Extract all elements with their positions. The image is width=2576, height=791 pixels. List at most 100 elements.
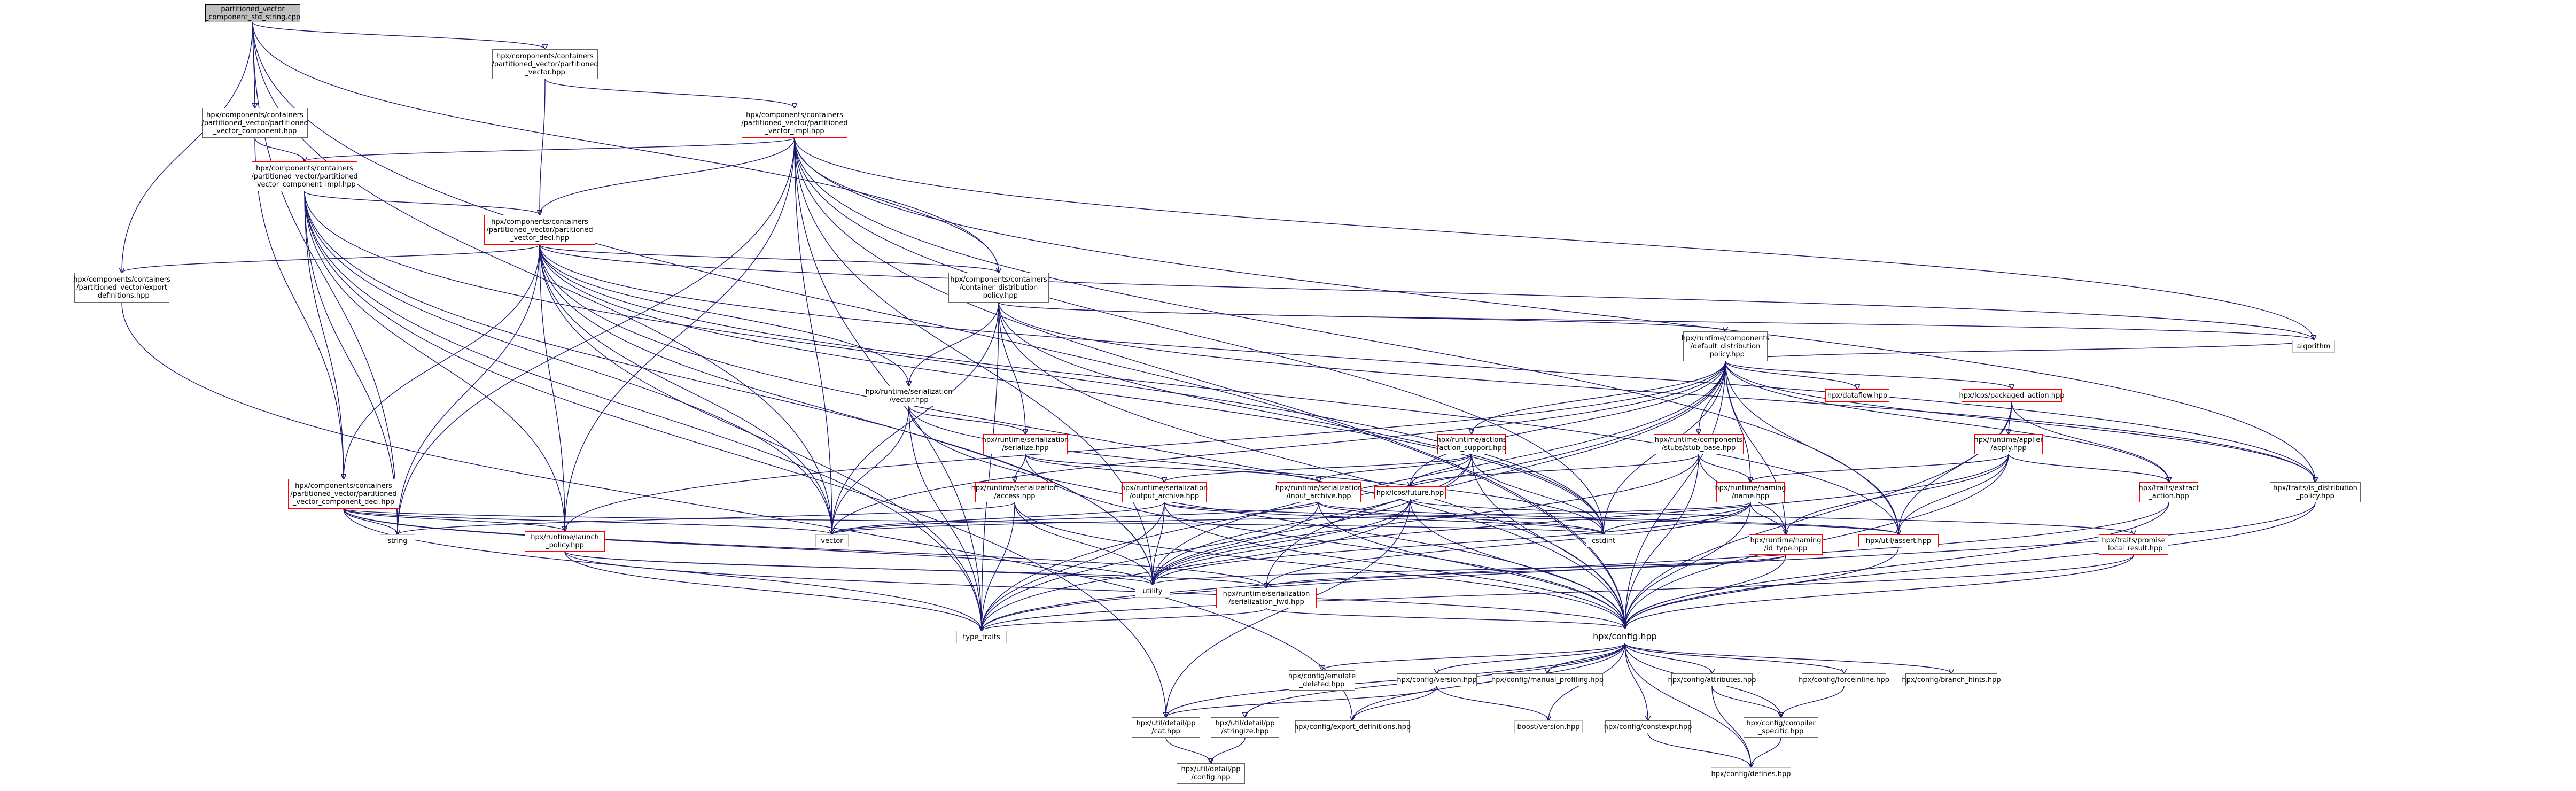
include-edge: [252, 22, 545, 49]
node-packaged-action-hpp[interactable]: hpx/lcos/packaged_action.hpp: [1959, 389, 2064, 402]
node-pp-stringize-hpp[interactable]: hpx/util/detail/pp /stringize.hpp: [1211, 717, 1279, 738]
include-edge: [539, 244, 982, 631]
node-attributes-hpp[interactable]: hpx/config/attributes.hpp: [1668, 673, 1756, 686]
node-type-traits[interactable]: type_traits: [956, 631, 1007, 643]
node-serialization-vector-hpp[interactable]: hpx/runtime/serialization /vector.hpp: [866, 386, 952, 406]
node-applier-apply-hpp[interactable]: hpx/runtime/applier /apply.hpp: [1974, 434, 2043, 454]
include-edge: [254, 137, 344, 479]
node-naming-id-type-hpp[interactable]: hpx/runtime/naming /id_type.hpp: [1749, 534, 1823, 555]
node-pp-config-hpp[interactable]: hpx/util/detail/pp /config.hpp: [1177, 763, 1245, 784]
include-edge: [982, 502, 2316, 631]
node-manual-profiling-hpp[interactable]: hpx/config/manual_profiling.hpp: [1491, 673, 1604, 686]
node-cstdint[interactable]: cstdint: [1586, 534, 1621, 547]
include-edge: [2008, 454, 2169, 482]
node-is-distribution-policy-hpp[interactable]: hpx/traits/is_distribution _policy.hpp: [2270, 482, 2361, 502]
node-partitioned-vector-component-impl-hpp[interactable]: hpx/components/containers /partitioned_v…: [251, 161, 358, 191]
include-edge: [908, 406, 1604, 534]
node-partitioned-vector-hpp[interactable]: hpx/components/containers /partitioned_v…: [492, 49, 598, 79]
include-edge: [304, 191, 398, 534]
node-compiler-specific-hpp[interactable]: hpx/config/compiler _specific.hpp: [1744, 717, 1818, 738]
node-serialization-access-hpp[interactable]: hpx/runtime/serialization /access.hpp: [971, 482, 1058, 502]
include-edge: [1471, 454, 1604, 534]
include-edge: [909, 302, 999, 386]
include-edge: [1164, 502, 1898, 534]
node-partitioned-vector-decl-hpp[interactable]: hpx/components/containers /partitioned_v…: [484, 215, 595, 245]
node-lcos-future-hpp[interactable]: hpx/lcos/future.hpp: [1374, 486, 1446, 499]
include-edge: [1604, 502, 1751, 534]
node-stub-base-hpp[interactable]: hpx/runtime/components /stubs/stub_base.…: [1654, 434, 1744, 454]
include-edge: [544, 79, 795, 108]
include-edge: [564, 551, 1625, 629]
node-constexpr-hpp[interactable]: hpx/config/constexpr.hpp: [1604, 720, 1692, 733]
include-edge: [1437, 643, 1625, 673]
include-edge: [539, 244, 1625, 629]
include-edge: [1164, 454, 1472, 482]
node-boost-version-hpp[interactable]: boost/version.hpp: [1514, 720, 1583, 733]
include-edge: [1624, 643, 1648, 720]
include-edge: [539, 244, 832, 534]
node-config-version-hpp[interactable]: hpx/config/version.hpp: [1397, 673, 1477, 686]
node-naming-name-hpp[interactable]: hpx/runtime/naming /name.hpp: [1715, 482, 1786, 502]
node-partitioned-vector-component-decl-hpp[interactable]: hpx/components/containers /partitioned_v…: [288, 479, 399, 509]
include-edge: [832, 361, 1726, 534]
node-input-archive-hpp[interactable]: hpx/runtime/serialization /input_archive…: [1275, 482, 1362, 502]
include-edge: [304, 191, 982, 631]
include-edge: [1153, 454, 1699, 585]
include-edge: [252, 22, 398, 534]
node-dataflow-hpp[interactable]: hpx/dataflow.hpp: [1825, 389, 1889, 402]
include-edge: [1352, 643, 1625, 720]
node-pp-cat-hpp[interactable]: hpx/util/detail/pp /cat.hpp: [1132, 717, 1200, 738]
include-edge: [304, 191, 540, 215]
include-edge: [832, 502, 1165, 534]
include-edge: [982, 608, 1267, 631]
include-edge: [343, 508, 1266, 588]
node-util-assert-hpp[interactable]: hpx/util/assert.hpp: [1858, 534, 1939, 547]
node-partitioned-vector-component-hpp[interactable]: hpx/components/containers /partitioned_v…: [201, 108, 308, 138]
include-edge: [1725, 361, 1786, 534]
node-extract-action-hpp[interactable]: hpx/traits/extract _action.hpp: [2139, 482, 2199, 502]
include-edge: [565, 137, 795, 531]
include-edge: [1153, 502, 1751, 585]
node-default-distribution-policy-hpp[interactable]: hpx/runtime/components /default_distribu…: [1682, 331, 1769, 361]
include-edge: [1725, 361, 2169, 482]
include-edge: [1624, 643, 1951, 673]
include-edge: [539, 244, 2314, 340]
include-edge: [540, 79, 546, 215]
include-edge: [1266, 554, 1786, 588]
node-container-distribution-policy-hpp[interactable]: hpx/components/containers /container_dis…: [948, 273, 1049, 303]
node-branch-hints-hpp[interactable]: hpx/config/branch_hints.hpp: [1902, 673, 2001, 686]
include-edge: [304, 191, 344, 479]
node-partitioned-vector-component-std-string-cpp[interactable]: partitioned_vector _component_std_string…: [205, 4, 301, 22]
node-output-archive-hpp[interactable]: hpx/runtime/serialization /output_archiv…: [1121, 482, 1208, 502]
node-launch-policy-hpp[interactable]: hpx/runtime/launch _policy.hpp: [525, 531, 605, 552]
include-edge: [1166, 499, 1411, 717]
include-edge: [1624, 643, 1751, 767]
node-serialization-fwd-hpp[interactable]: hpx/runtime/serialization /serialization…: [1216, 588, 1317, 608]
node-config-defines-hpp[interactable]: hpx/config/defines.hpp: [1711, 767, 1791, 780]
node-serialization-serialize-hpp[interactable]: hpx/runtime/serialization /serialize.hpp: [982, 434, 1069, 454]
include-edge: [1698, 454, 1750, 482]
node-action-support-hpp[interactable]: hpx/runtime/actions /action_support.hpp: [1437, 434, 1506, 454]
include-edge: [832, 406, 909, 534]
include-edge: [1711, 686, 1781, 717]
include-edge: [1625, 547, 1899, 629]
include-edge: [1624, 643, 1844, 673]
node-promise-local-result-hpp[interactable]: hpx/traits/promise _local_result.hpp: [2099, 534, 2168, 555]
node-partitioned-vector-impl-hpp[interactable]: hpx/components/containers /partitioned_v…: [741, 108, 848, 138]
include-edge: [998, 302, 2314, 340]
node-algorithm[interactable]: algorithm: [2292, 340, 2335, 353]
node-vector[interactable]: vector: [815, 534, 849, 547]
node-utility[interactable]: utility: [1135, 585, 1170, 598]
node-forceinline-hpp[interactable]: hpx/config/forceinline.hpp: [1799, 673, 1889, 686]
node-string[interactable]: string: [380, 534, 415, 547]
include-edge: [1025, 454, 1164, 482]
node-emulate-deleted-hpp[interactable]: hpx/config/emulate _deleted.hpp: [1288, 670, 1356, 691]
include-edge: [794, 137, 2315, 482]
include-edge: [1165, 737, 1211, 763]
node-config-hpp[interactable]: hpx/config.hpp: [1591, 629, 1659, 643]
include-edge: [1318, 502, 1625, 629]
include-edge: [1725, 361, 1898, 534]
node-export-definitions-hpp[interactable]: hpx/components/containers /partitioned_v…: [73, 273, 170, 303]
include-edge: [1352, 686, 1437, 720]
node-export-definitions-config-hpp[interactable]: hpx/config/export_definitions.hpp: [1294, 720, 1411, 733]
